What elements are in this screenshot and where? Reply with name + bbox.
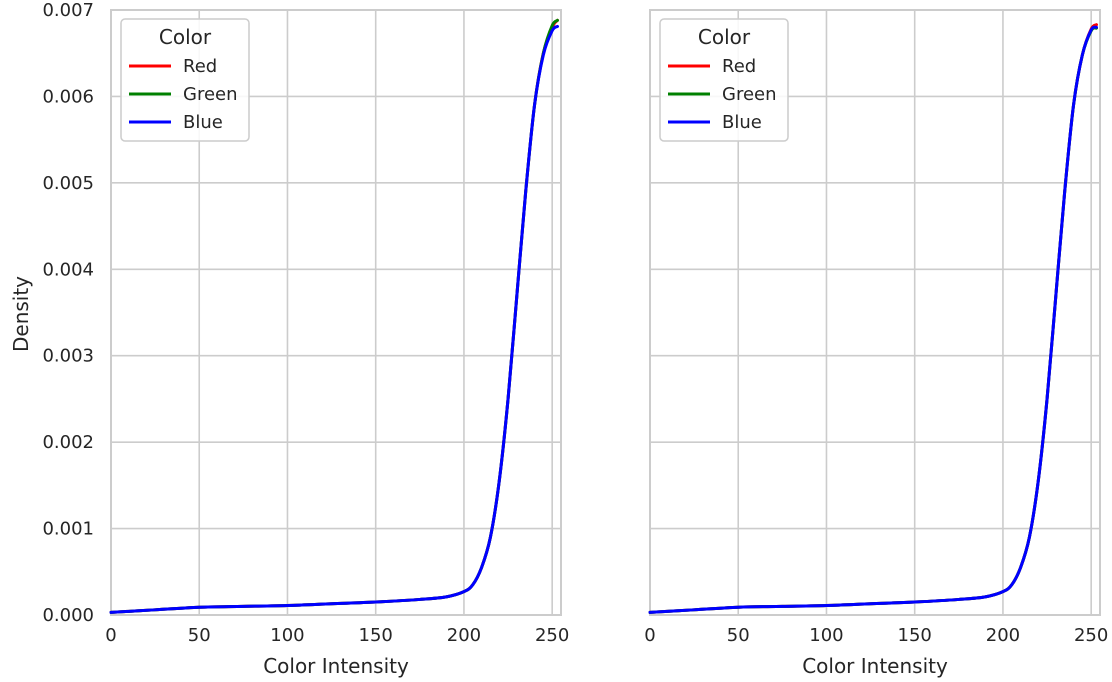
x-tick-label: 0 [644,625,655,646]
y-tick-label: 0.001 [42,519,94,540]
y-tick-label: 0.006 [42,86,94,107]
legend-label-green: Green [722,84,777,105]
y-tick-label: 0.004 [42,259,94,280]
legend-title: Color [159,25,212,49]
legend-box [120,18,250,142]
y-tick-label: 0.007 [42,0,94,21]
x-tick-label: 50 [188,625,211,646]
x-tick-label: 200 [447,625,481,646]
panel-1: 0 50 100 150 200 250 0.000 0.001 0.002 0.003 0.004… [42,0,569,678]
y-tick-label: 0.003 [42,346,94,367]
x-tick-label: 150 [898,625,932,646]
plot-frame [649,9,1101,616]
legend: Color Red Green Blue [659,18,789,142]
x-tick-label: 50 [727,625,750,646]
legend-label-green: Green [183,84,238,105]
y-axis-label: Density [9,276,33,352]
x-tick-label: 250 [535,625,569,646]
x-tick-label: 0 [105,625,116,646]
legend-label-blue: Blue [183,112,223,133]
x-tick-label: 200 [986,625,1020,646]
x-tick-label: 150 [359,625,393,646]
legend-label-red: Red [183,56,217,77]
x-tick-label: 100 [809,625,843,646]
legend: Color Red Green Blue [120,18,250,142]
x-tick-label: 100 [270,625,304,646]
x-axis-label: Color Intensity [263,654,409,678]
series-line-blue [109,24,559,614]
legend-label-red: Red [722,56,756,77]
y-tick-label: 0.002 [42,432,94,453]
x-tick-label: 250 [1074,625,1108,646]
plot-frame [110,9,562,616]
y-tick-label: 0.005 [42,173,94,194]
y-tick-label: 0.000 [42,605,94,626]
legend-title: Color [698,25,751,49]
legend-box [659,18,789,142]
x-axis-label: Color Intensity [802,654,948,678]
legend-label-blue: Blue [722,112,762,133]
series-line-blue [648,25,1098,614]
panel-2: 0 50 100 150 200 250 Color Intensity Color Red Gr… [644,9,1108,678]
